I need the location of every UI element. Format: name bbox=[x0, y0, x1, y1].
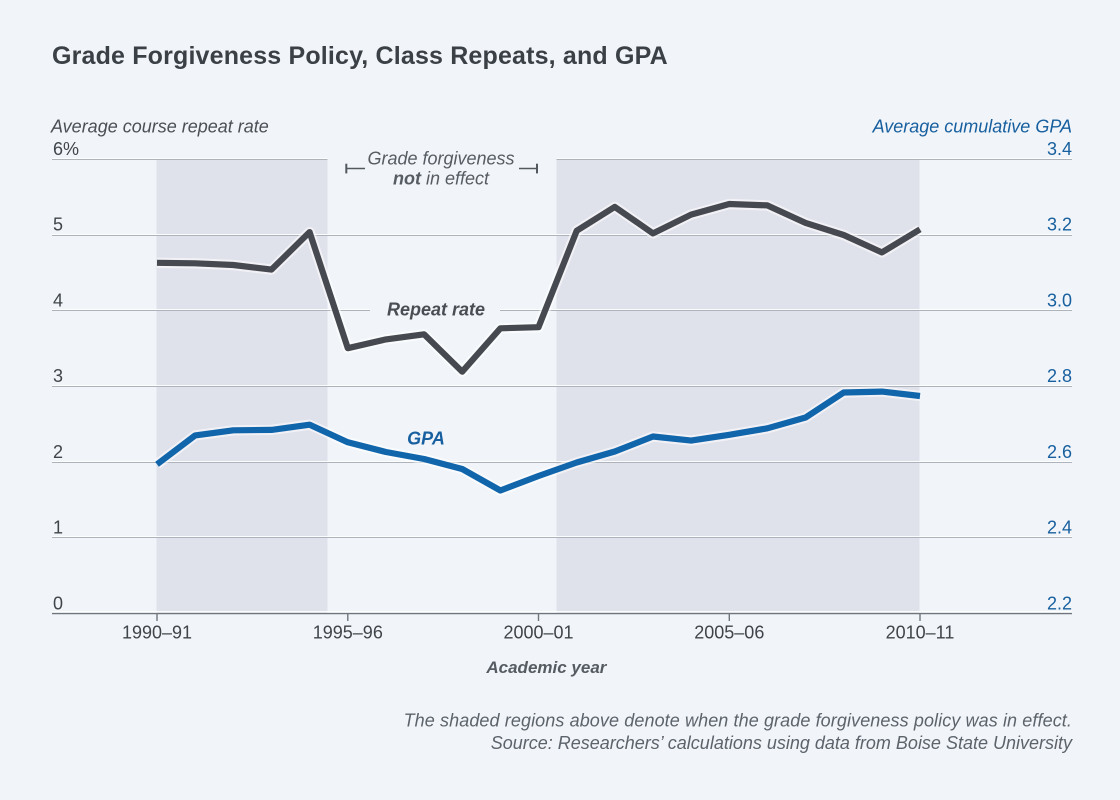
svg-text:0: 0 bbox=[53, 594, 63, 614]
svg-text:2: 2 bbox=[53, 442, 63, 462]
svg-text:3.0: 3.0 bbox=[1047, 290, 1072, 310]
svg-text:Grade forgiveness: Grade forgiveness bbox=[367, 148, 514, 168]
svg-text:Repeat rate: Repeat rate bbox=[387, 300, 485, 320]
svg-text:3: 3 bbox=[53, 366, 63, 386]
svg-text:2000–01: 2000–01 bbox=[503, 623, 573, 643]
svg-text:Grade Forgiveness Policy, Clas: Grade Forgiveness Policy, Class Repeats,… bbox=[52, 42, 668, 70]
svg-text:1990–91: 1990–91 bbox=[122, 623, 192, 643]
svg-text:2.2: 2.2 bbox=[1047, 594, 1072, 614]
svg-text:Average cumulative GPA: Average cumulative GPA bbox=[872, 117, 1072, 137]
svg-text:4: 4 bbox=[53, 290, 63, 310]
svg-text:2.8: 2.8 bbox=[1047, 366, 1072, 386]
svg-text:Source: Researchers’ calculati: Source: Researchers’ calculations using … bbox=[491, 733, 1073, 753]
svg-text:1995–96: 1995–96 bbox=[313, 623, 383, 643]
svg-text:2005–06: 2005–06 bbox=[694, 623, 764, 643]
svg-text:6%: 6% bbox=[53, 139, 79, 159]
svg-text:The shaded regions above denot: The shaded regions above denote when the… bbox=[404, 711, 1072, 731]
svg-text:5: 5 bbox=[53, 215, 63, 235]
svg-text:Average course repeat rate: Average course repeat rate bbox=[50, 117, 269, 137]
svg-text:2.4: 2.4 bbox=[1047, 518, 1072, 538]
svg-text:2010–11: 2010–11 bbox=[886, 623, 955, 643]
svg-text:Academic year: Academic year bbox=[485, 658, 607, 677]
svg-text:not in effect: not in effect bbox=[393, 168, 490, 188]
svg-text:3.2: 3.2 bbox=[1047, 215, 1072, 235]
svg-text:GPA: GPA bbox=[407, 429, 445, 449]
svg-text:3.4: 3.4 bbox=[1047, 139, 1072, 159]
svg-text:2.6: 2.6 bbox=[1047, 442, 1072, 462]
svg-text:1: 1 bbox=[53, 518, 63, 538]
